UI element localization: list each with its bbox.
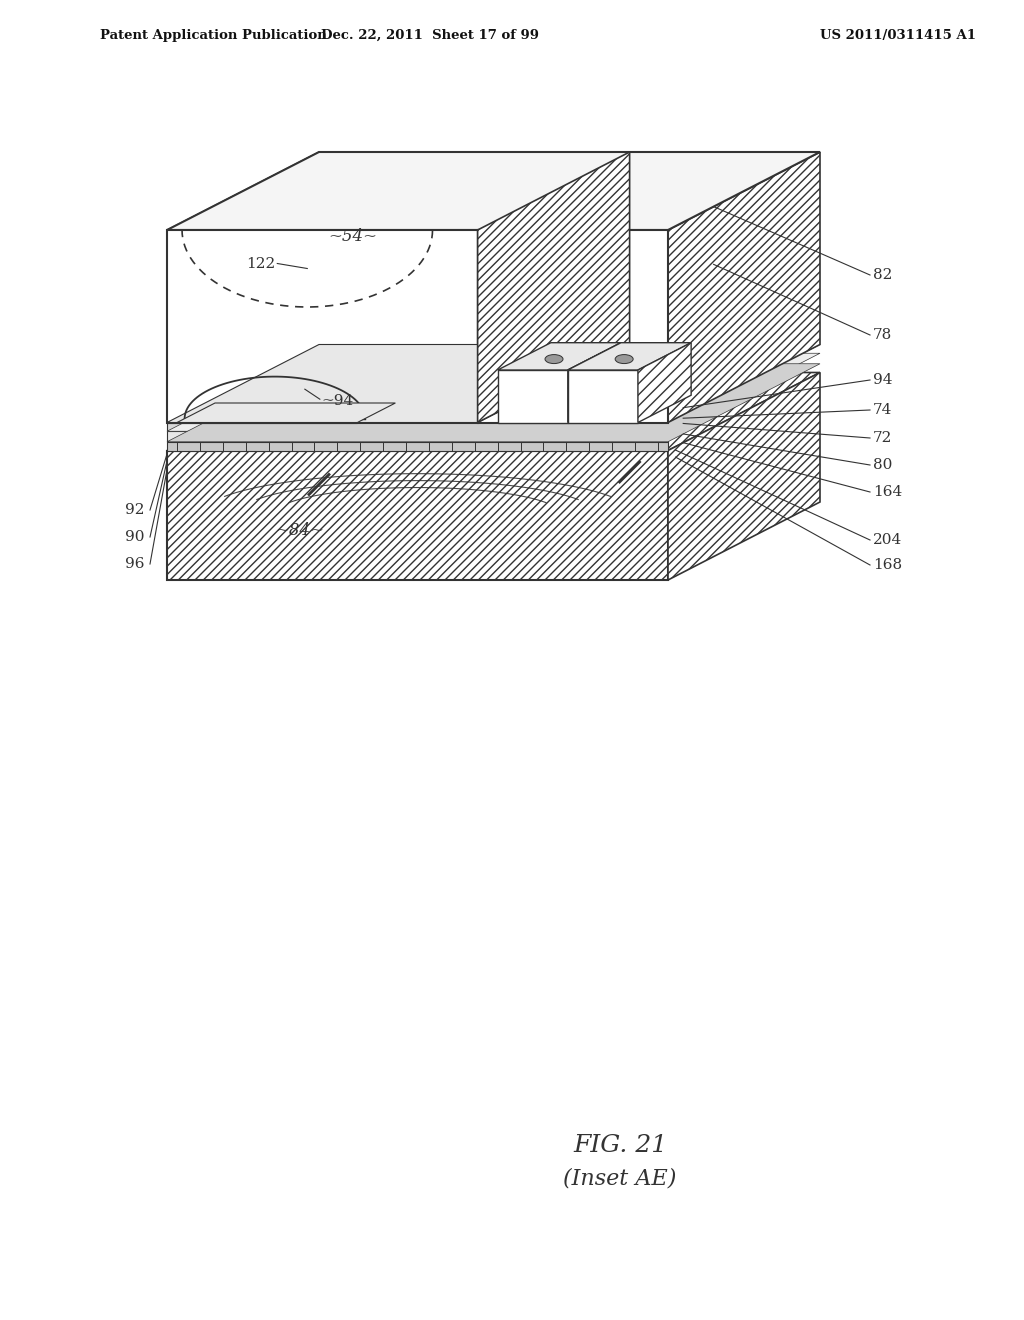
Polygon shape [567,370,638,422]
Text: 164: 164 [873,484,902,499]
Text: 74: 74 [873,403,892,417]
Text: ~84~: ~84~ [275,523,325,540]
Text: US 2011/0311415 A1: US 2011/0311415 A1 [820,29,976,41]
Polygon shape [167,422,668,432]
Text: 90: 90 [126,531,145,544]
Polygon shape [167,152,820,230]
Polygon shape [477,152,630,422]
Text: 168: 168 [873,558,902,572]
Polygon shape [567,343,691,370]
Text: 82: 82 [873,268,892,282]
Text: Dec. 22, 2011  Sheet 17 of 99: Dec. 22, 2011 Sheet 17 of 99 [321,29,539,41]
Polygon shape [167,230,477,422]
Text: 78: 78 [873,327,892,342]
Polygon shape [668,152,820,422]
Polygon shape [167,372,820,450]
Polygon shape [638,343,691,422]
Text: 96: 96 [126,557,145,572]
Polygon shape [668,372,820,579]
Polygon shape [167,345,820,422]
Polygon shape [567,343,621,422]
Polygon shape [167,364,820,442]
Polygon shape [477,230,668,422]
Polygon shape [167,354,820,432]
Polygon shape [167,345,630,422]
Text: 94: 94 [873,374,893,387]
Text: 92: 92 [126,503,145,517]
Text: 204: 204 [873,533,902,546]
Text: ~94: ~94 [322,395,354,408]
Polygon shape [167,152,319,422]
Polygon shape [319,152,630,345]
Text: 122: 122 [246,256,275,271]
Text: Patent Application Publication: Patent Application Publication [100,29,327,41]
Text: FIG. 21: FIG. 21 [573,1134,667,1156]
Text: 80: 80 [873,458,892,473]
Polygon shape [167,442,668,450]
Polygon shape [498,370,567,422]
Ellipse shape [545,355,563,363]
Polygon shape [167,450,668,579]
Polygon shape [177,403,395,422]
Polygon shape [498,343,621,370]
Text: (Inset AE): (Inset AE) [563,1167,677,1189]
Polygon shape [167,432,668,442]
Ellipse shape [615,355,633,363]
Text: 72: 72 [873,432,892,445]
Text: ~54~: ~54~ [329,228,378,246]
